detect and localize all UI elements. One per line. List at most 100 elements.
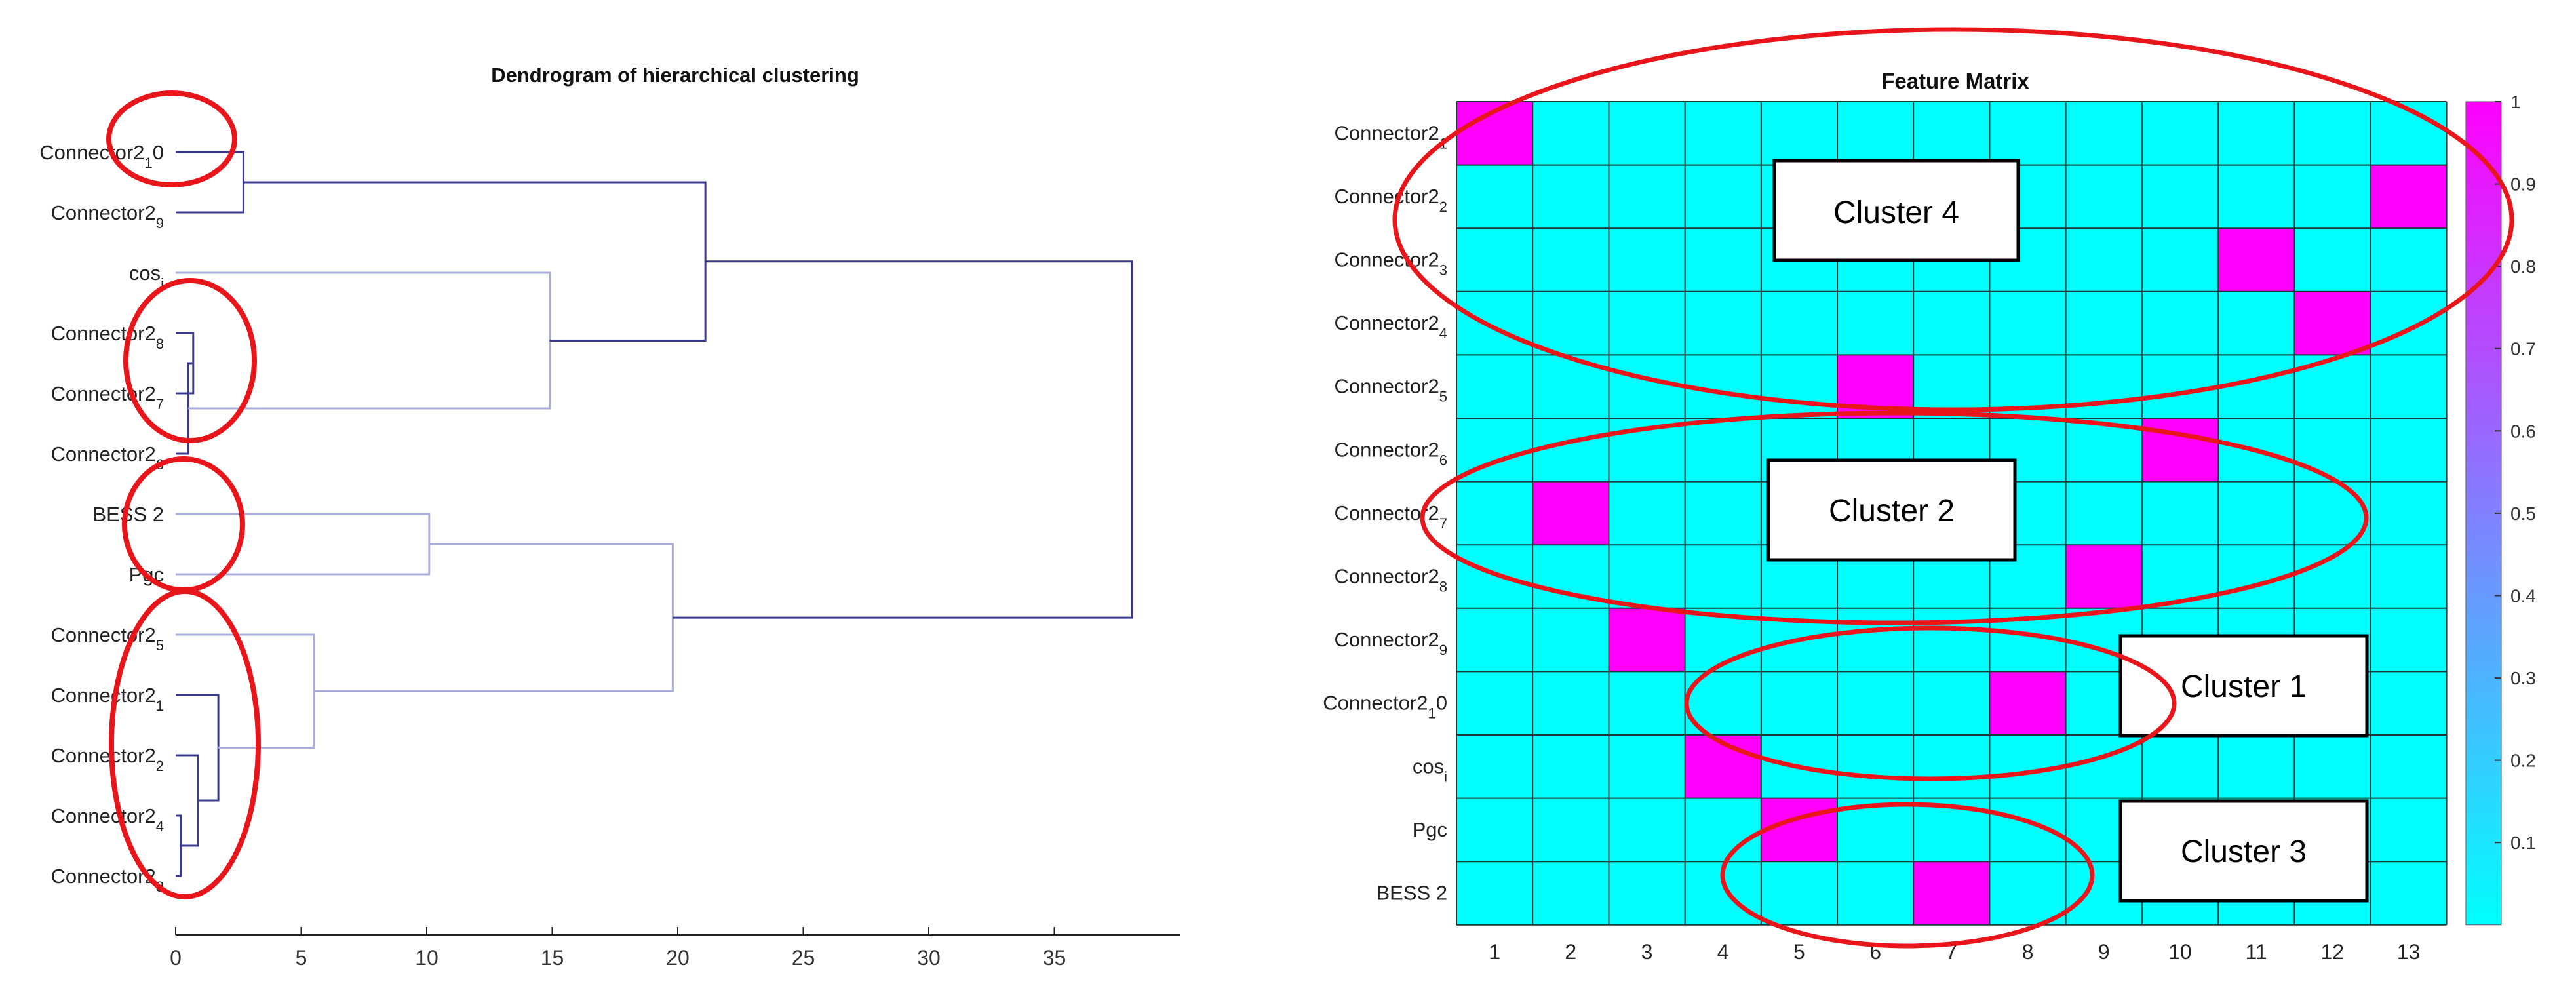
feature-matrix-chart: Feature Matrix Connector21 Connector22 Con…: [1323, 27, 2536, 964]
column-label: 8: [2022, 940, 2034, 964]
cluster-2-ellipse: [1420, 410, 2369, 625]
row-label: Connector26: [1334, 438, 1447, 468]
cluster-1-ellipse: [1684, 625, 2177, 781]
column-label: 12: [2321, 940, 2345, 964]
dendrogram-title: Dendrogram of hierarchical clustering: [491, 64, 859, 87]
cluster-4-ellipse: [1392, 27, 2514, 412]
x-tick-label: 5: [296, 946, 307, 970]
dendrogram-cluster-ellipse: [109, 589, 261, 899]
leaf-label: Connector22: [50, 744, 164, 774]
row-label: Connector23: [1334, 248, 1447, 279]
leaf-label: Connector23: [50, 865, 164, 895]
dendrogram-leaf-labels: Connector210 Connector29 cosi Connector28 Co…: [39, 141, 164, 895]
cluster-box-label: Cluster 4: [1833, 195, 1959, 230]
row-label: Connector210: [1323, 692, 1447, 722]
colorbar-tick-label: 0.6: [2510, 421, 2536, 441]
cluster-box-frame: [2118, 634, 2369, 738]
dendrogram-link: [176, 694, 220, 802]
dendrogram-link: [243, 181, 707, 342]
leaf-label: Connector27: [50, 382, 164, 412]
heatmap-cell: [2218, 228, 2295, 292]
x-tick-label: 30: [917, 946, 941, 970]
dendrogram-link: [673, 260, 1133, 619]
dendrogram-chart: Dendrogram of hierarchical clustering 0 5…: [39, 64, 1180, 970]
cluster-box-frame: [1766, 458, 2017, 562]
cluster-box-frame: [2118, 799, 2369, 903]
x-tick-label: 35: [1043, 946, 1066, 970]
column-label: 10: [2168, 940, 2192, 964]
x-tick-label: 10: [415, 946, 439, 970]
column-label: 2: [1565, 940, 1576, 964]
heatmap-cell: [1761, 798, 1837, 862]
dendrogram-x-axis: 0 5 10 15 20 25 30 35: [170, 927, 1180, 970]
colorbar-tick-label: 1: [2510, 92, 2521, 112]
cluster-box-label: Cluster 3: [2181, 835, 2307, 869]
dendrogram-link: [313, 543, 674, 692]
heatmap-cell: [2370, 165, 2447, 229]
heatmap-grid: [1456, 101, 2448, 926]
row-label: Connector27: [1334, 502, 1447, 532]
dendrogram-link: [176, 513, 431, 576]
column-label: 4: [1717, 940, 1729, 964]
cluster-box-3: Cluster 3: [2118, 799, 2369, 903]
dendrogram-cluster-ellipses: [106, 90, 261, 899]
colorbar-tick-label: 0.8: [2510, 256, 2536, 277]
column-label: 5: [1793, 940, 1805, 964]
dendrogram-link: [176, 754, 199, 847]
row-label: Connector24: [1334, 311, 1447, 341]
leaf-label: Connector29: [50, 201, 164, 231]
heatmap-cell: [2065, 545, 2142, 608]
leaf-label: cosi: [129, 262, 164, 292]
colorbar-tick-label: 0.4: [2510, 585, 2536, 606]
row-label: Connector28: [1334, 565, 1447, 595]
heatmap-cell: [2141, 418, 2218, 482]
leaf-label: Connector26: [50, 443, 164, 473]
column-label: 1: [1489, 940, 1500, 964]
x-tick-label: 25: [792, 946, 815, 970]
leaf-label: Connector210: [39, 141, 164, 171]
column-label: 11: [2245, 940, 2267, 964]
cluster-box-2: Cluster 2: [1766, 458, 2017, 562]
cluster-box-1: Cluster 1: [2118, 634, 2369, 738]
colorbar-tick-label: 0.9: [2510, 174, 2536, 195]
row-label: Connector29: [1334, 628, 1447, 658]
dendrogram-links: [176, 151, 1133, 877]
dendrogram-link: [176, 814, 182, 877]
dendrogram-link: [176, 271, 551, 410]
heatmap-cell: [1609, 608, 1685, 672]
heatmap-cell: [1989, 671, 2066, 735]
heatmap-cell: [1913, 861, 1990, 925]
row-label: Connector25: [1334, 375, 1447, 405]
dendrogram-cluster-ellipse: [123, 278, 257, 443]
leaf-label: Connector28: [50, 322, 164, 352]
row-label: Connector22: [1334, 185, 1447, 215]
colorbar-tick-label: 0.5: [2510, 503, 2536, 524]
row-label: Pgc: [1413, 818, 1447, 841]
cluster-3-ellipse: [1720, 802, 2095, 949]
row-label: BESS 2: [1376, 882, 1447, 905]
dendrogram-cluster-ellipse: [106, 90, 237, 187]
cluster-box-4: Cluster 4: [1772, 159, 2020, 262]
x-tick-label: 0: [170, 946, 182, 970]
feature-matrix-title: Feature Matrix: [1881, 69, 2029, 93]
colorbar: 0.1 0.2 0.3 0.4 0.5 0.6 0.7 0.8 0.9 1: [2465, 92, 2536, 926]
column-label: 9: [2098, 940, 2110, 964]
cluster-box-frame: [1772, 159, 2020, 262]
leaf-label: Connector25: [50, 623, 164, 654]
row-label: cosi: [1413, 755, 1447, 785]
cluster-box-label: Cluster 1: [2181, 669, 2307, 704]
leaf-label: Connector24: [50, 804, 164, 835]
row-label: Connector21: [1334, 121, 1447, 151]
heatmap-cell: [2294, 291, 2371, 355]
x-tick-label: 20: [666, 946, 690, 970]
column-label: 13: [2397, 940, 2421, 964]
leaf-label: Connector21: [50, 684, 164, 714]
colorbar-tick-label: 0.3: [2510, 668, 2536, 688]
colorbar-tick-label: 0.2: [2510, 751, 2536, 771]
colorbar-tick-label: 0.1: [2510, 833, 2536, 853]
heatmap-cell: [1532, 481, 1609, 545]
colorbar-tick-label: 0.7: [2510, 339, 2536, 359]
column-label: 3: [1641, 940, 1653, 964]
x-tick-label: 15: [541, 946, 564, 970]
